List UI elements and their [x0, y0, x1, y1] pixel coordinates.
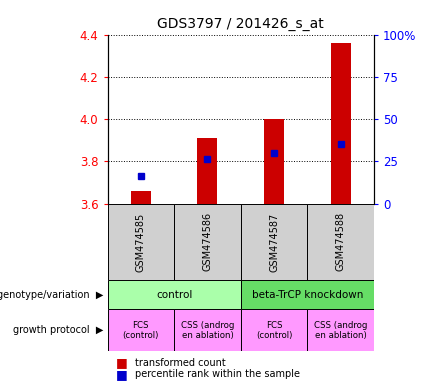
Bar: [331, 43, 351, 204]
Text: percentile rank within the sample: percentile rank within the sample: [135, 369, 301, 379]
Text: CSS (androg
en ablation): CSS (androg en ablation): [314, 321, 368, 340]
Text: GSM474585: GSM474585: [136, 212, 146, 271]
Bar: [131, 191, 151, 204]
Bar: [307, 204, 374, 280]
Text: transformed count: transformed count: [135, 358, 226, 368]
Text: FCS
(control): FCS (control): [256, 321, 292, 340]
Bar: [108, 204, 174, 280]
Bar: [307, 309, 374, 351]
Text: ■: ■: [116, 368, 128, 381]
Bar: [108, 280, 241, 309]
Bar: [174, 309, 241, 351]
Bar: [241, 204, 307, 280]
Bar: [241, 309, 307, 351]
Text: GSM474588: GSM474588: [336, 212, 346, 271]
Text: ■: ■: [116, 356, 128, 369]
Text: CSS (androg
en ablation): CSS (androg en ablation): [181, 321, 234, 340]
Bar: [241, 280, 374, 309]
Text: GSM474586: GSM474586: [203, 212, 212, 271]
Text: beta-TrCP knockdown: beta-TrCP knockdown: [252, 290, 363, 300]
Text: GSM474587: GSM474587: [269, 212, 279, 271]
Bar: [174, 204, 241, 280]
Bar: [197, 138, 218, 204]
Bar: [264, 119, 284, 204]
Title: GDS3797 / 201426_s_at: GDS3797 / 201426_s_at: [157, 17, 324, 31]
Text: genotype/variation  ▶: genotype/variation ▶: [0, 290, 103, 300]
Text: FCS
(control): FCS (control): [123, 321, 159, 340]
Text: control: control: [156, 290, 192, 300]
Bar: [108, 309, 174, 351]
Text: growth protocol  ▶: growth protocol ▶: [13, 325, 103, 335]
